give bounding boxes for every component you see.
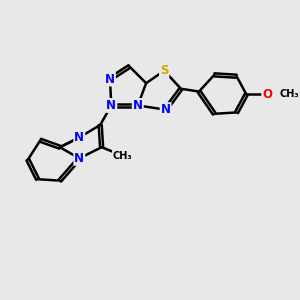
Text: CH₃: CH₃ [113, 151, 132, 160]
Text: N: N [160, 103, 171, 116]
Text: O: O [262, 88, 272, 101]
Text: N: N [133, 99, 143, 112]
Text: N: N [74, 152, 84, 165]
Text: S: S [160, 64, 169, 77]
Text: N: N [74, 131, 84, 144]
Text: N: N [106, 99, 116, 112]
Text: N: N [105, 73, 115, 85]
Text: CH₃: CH₃ [280, 89, 299, 99]
